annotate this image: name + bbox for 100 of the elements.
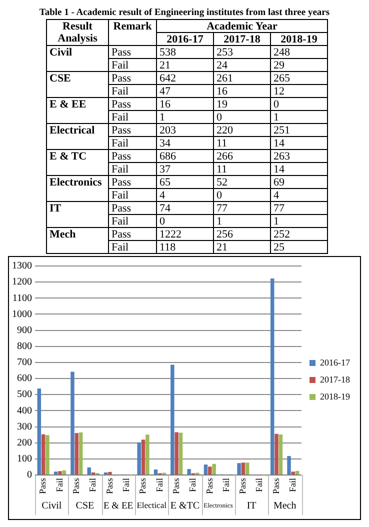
x-tick-label: 2017-18	[224, 34, 261, 46]
bar	[187, 469, 191, 474]
data-label: 220	[216, 124, 234, 136]
x-tick-label: Pass	[204, 478, 214, 494]
bar	[154, 470, 158, 474]
data-label: 686	[160, 150, 176, 162]
bar	[108, 472, 112, 474]
y2-tick-label: Fail	[112, 60, 129, 72]
y-tick-label: 0	[27, 470, 32, 481]
data-label: 34	[160, 138, 171, 150]
y-tick-label: E & TC	[50, 150, 87, 162]
y-tick-label: 800	[17, 341, 32, 352]
x-tick-label: 2018-19	[280, 34, 318, 46]
y-tick-label: Civil	[50, 46, 72, 58]
data-label: 77	[274, 202, 285, 214]
y-tick-label: 500	[17, 389, 32, 400]
bar	[178, 432, 183, 474]
bar	[245, 462, 250, 474]
data-label: 1	[160, 112, 165, 124]
y-tick-label: 600	[17, 373, 32, 384]
y2-tick-label: Fail	[112, 138, 129, 150]
data-label: 265	[274, 72, 290, 84]
data-label: 253	[216, 46, 234, 58]
x-tick-label: Pass	[71, 478, 81, 494]
x-tick-label: Pass	[38, 478, 48, 494]
bar	[137, 442, 141, 474]
text: Remark	[113, 20, 153, 32]
chart-title: Table 1 - Academic result of Engineering institutes from last three years	[38, 8, 331, 19]
y-tick-label: 100	[17, 454, 32, 465]
legend-label: 2016-17	[320, 357, 350, 368]
data-label: 538	[160, 46, 176, 58]
data-label: 11	[216, 138, 228, 150]
bar	[141, 440, 146, 474]
data-label: 37	[160, 164, 171, 176]
data-label: 74	[160, 202, 171, 214]
data-label: 642	[160, 72, 176, 84]
legend-label: 2018-19	[320, 391, 350, 402]
data-label: 266	[216, 150, 234, 162]
data-label: 19	[216, 98, 228, 110]
y2-tick-label: Pass	[112, 228, 132, 240]
data-label: 263	[274, 150, 290, 162]
data-label: 203	[160, 124, 176, 136]
y-tick-label: 200	[17, 437, 32, 448]
bar	[70, 372, 74, 474]
bar	[170, 364, 174, 474]
y-tick-label: Mech	[50, 228, 76, 240]
y-tick-label: 300	[17, 421, 32, 432]
x-tick-label: Pass	[104, 478, 114, 494]
bar	[295, 470, 300, 474]
data-label: 52	[216, 176, 228, 188]
text: E &TC	[170, 500, 200, 512]
y-tick-label: 1000	[12, 308, 32, 320]
text: Civil	[42, 500, 62, 512]
text: Mech	[273, 500, 296, 512]
bar	[54, 472, 58, 474]
data-label: 1222	[160, 228, 182, 240]
x-tick-label: Fail	[120, 478, 131, 492]
data-label: 29	[274, 60, 285, 72]
bar	[87, 467, 92, 474]
y-tick-label: Electronics	[50, 176, 103, 188]
data-label: 77	[216, 202, 228, 214]
bar	[74, 433, 79, 474]
data-label: 261	[216, 72, 233, 84]
bar	[274, 434, 278, 474]
y2-tick-label: Fail	[112, 86, 129, 98]
y2-tick-label: Fail	[112, 164, 129, 176]
data-label: 248	[274, 46, 290, 58]
text: Academic Year	[206, 20, 278, 32]
text: IT	[246, 500, 256, 512]
bar	[241, 462, 246, 474]
text: E & EE	[104, 502, 134, 512]
y2-tick-label: Pass	[112, 124, 132, 136]
x-tick-label: Fail	[88, 478, 98, 492]
data-label: 0	[160, 216, 166, 228]
data-label: 21	[216, 242, 228, 254]
data-label: 14	[274, 138, 285, 150]
bar	[212, 464, 216, 474]
bar	[204, 464, 208, 474]
text: Result Analysis	[58, 20, 98, 44]
data-label: 12	[274, 86, 284, 98]
bar	[41, 434, 46, 474]
y-tick-label: 700	[17, 357, 32, 368]
data-label: 25	[274, 242, 285, 254]
x-tick-label: Pass	[270, 478, 281, 494]
bar	[174, 432, 178, 474]
bar	[270, 278, 274, 474]
y2-tick-label: Fail	[112, 216, 129, 228]
y2-tick-label: Fail	[112, 190, 129, 202]
bar	[287, 456, 291, 474]
bar	[37, 388, 42, 474]
y-tick-label: E & EE	[50, 98, 86, 110]
bar	[62, 470, 66, 474]
y-tick-label: 400	[17, 405, 32, 416]
data-label: 1	[274, 216, 279, 228]
data-label: 256	[216, 228, 234, 240]
data-label: 4	[274, 190, 280, 202]
data-label: 14	[274, 164, 285, 176]
bar	[291, 472, 296, 474]
data-label: 16	[216, 86, 228, 98]
data-label: 0	[216, 112, 222, 124]
